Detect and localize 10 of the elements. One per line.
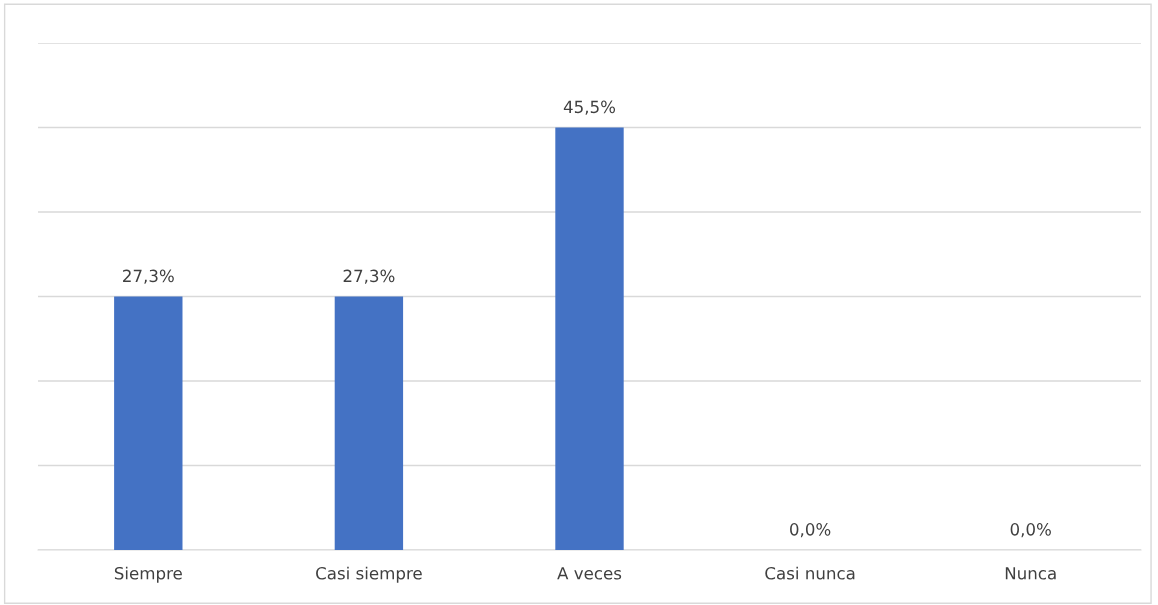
data-label: 27,3% [123, 269, 174, 284]
x-tick-label: A veces [557, 567, 622, 580]
data-label: 27,3% [343, 269, 395, 284]
data-label: 0,0% [1010, 523, 1051, 538]
x-tick-label: Siempre [114, 566, 182, 583]
data-label: 45,5% [563, 100, 616, 115]
data-label: 0,0% [790, 523, 831, 538]
x-tick-label: Nunca [1005, 567, 1056, 580]
x-tick-label: Casi nunca [765, 566, 855, 580]
x-tick-label: Casi siempre [316, 566, 422, 583]
